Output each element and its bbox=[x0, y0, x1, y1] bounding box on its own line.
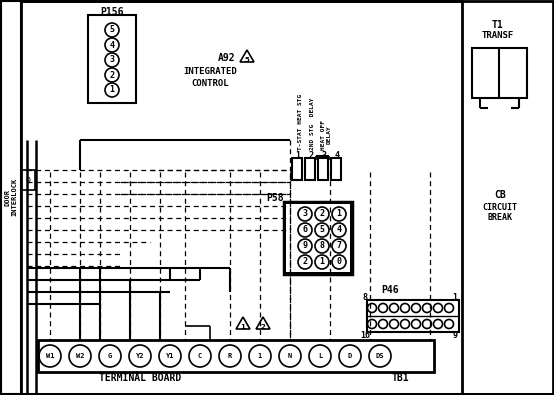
Text: CONTROL: CONTROL bbox=[191, 79, 229, 88]
Text: 1: 1 bbox=[453, 293, 458, 303]
Bar bbox=[292, 158, 302, 180]
Text: 1: 1 bbox=[336, 209, 341, 218]
Bar bbox=[284, 202, 352, 274]
Text: P156: P156 bbox=[100, 7, 124, 17]
Text: HEAT OFF
DELAY: HEAT OFF DELAY bbox=[321, 120, 331, 150]
Text: 0: 0 bbox=[336, 258, 341, 267]
Bar bbox=[472, 48, 527, 98]
Bar bbox=[331, 158, 341, 180]
Bar bbox=[1, 1, 21, 394]
Text: P46: P46 bbox=[381, 285, 399, 295]
Text: 5: 5 bbox=[245, 57, 249, 63]
Bar bbox=[286, 204, 350, 272]
Polygon shape bbox=[256, 317, 270, 329]
Polygon shape bbox=[236, 317, 250, 329]
Text: 1: 1 bbox=[258, 353, 262, 359]
Text: TB1: TB1 bbox=[391, 373, 409, 383]
Text: D: D bbox=[348, 353, 352, 359]
Text: 5: 5 bbox=[320, 226, 325, 235]
Text: 1: 1 bbox=[110, 85, 115, 94]
Text: 4: 4 bbox=[110, 41, 115, 49]
Bar bbox=[318, 158, 328, 180]
Text: T1: T1 bbox=[492, 20, 504, 30]
Text: 9: 9 bbox=[453, 331, 458, 339]
Text: 1: 1 bbox=[295, 150, 300, 160]
Bar bbox=[367, 300, 459, 332]
Text: 8: 8 bbox=[320, 241, 325, 250]
Text: P58: P58 bbox=[266, 193, 284, 203]
Text: 6: 6 bbox=[302, 226, 307, 235]
Text: 2: 2 bbox=[110, 70, 115, 79]
Text: C: C bbox=[198, 353, 202, 359]
Text: 1: 1 bbox=[320, 258, 325, 267]
Text: W2: W2 bbox=[76, 353, 84, 359]
Text: 3: 3 bbox=[321, 150, 326, 160]
Text: o: o bbox=[25, 175, 30, 184]
Text: W1: W1 bbox=[46, 353, 54, 359]
Text: DS: DS bbox=[376, 353, 384, 359]
Text: CIRCUIT: CIRCUIT bbox=[483, 203, 517, 211]
Text: INTEGRATED: INTEGRATED bbox=[183, 68, 237, 77]
Text: BREAK: BREAK bbox=[488, 214, 512, 222]
Text: DOOR
INTERLOCK: DOOR INTERLOCK bbox=[4, 178, 18, 216]
Text: CB: CB bbox=[494, 190, 506, 200]
Text: T-STAT HEAT STG: T-STAT HEAT STG bbox=[297, 94, 302, 150]
Text: TERMINAL BOARD: TERMINAL BOARD bbox=[99, 373, 181, 383]
Text: L: L bbox=[318, 353, 322, 359]
Bar bbox=[88, 15, 136, 103]
Text: 4: 4 bbox=[335, 150, 340, 160]
Bar bbox=[305, 158, 315, 180]
Text: 16: 16 bbox=[360, 331, 370, 339]
Text: 8: 8 bbox=[362, 293, 367, 303]
Text: 3: 3 bbox=[110, 56, 115, 64]
Text: A92: A92 bbox=[218, 53, 235, 63]
Text: G: G bbox=[108, 353, 112, 359]
Polygon shape bbox=[240, 50, 254, 62]
Text: TRANSF: TRANSF bbox=[482, 30, 514, 40]
Bar bbox=[21, 170, 35, 190]
Text: 4: 4 bbox=[336, 226, 341, 235]
Text: 7: 7 bbox=[336, 241, 341, 250]
Text: 1: 1 bbox=[240, 324, 245, 330]
Text: 2ND STG  DELAY: 2ND STG DELAY bbox=[310, 98, 315, 150]
Text: 2: 2 bbox=[260, 324, 265, 330]
Bar bbox=[38, 340, 434, 372]
Text: Y2: Y2 bbox=[136, 353, 144, 359]
Text: N: N bbox=[288, 353, 292, 359]
Text: 3: 3 bbox=[302, 209, 307, 218]
Text: Y1: Y1 bbox=[166, 353, 175, 359]
Text: 9: 9 bbox=[302, 241, 307, 250]
Text: 2: 2 bbox=[302, 258, 307, 267]
Text: 5: 5 bbox=[110, 26, 115, 34]
Text: R: R bbox=[228, 353, 232, 359]
Text: 2: 2 bbox=[320, 209, 325, 218]
Text: 2: 2 bbox=[309, 150, 314, 160]
